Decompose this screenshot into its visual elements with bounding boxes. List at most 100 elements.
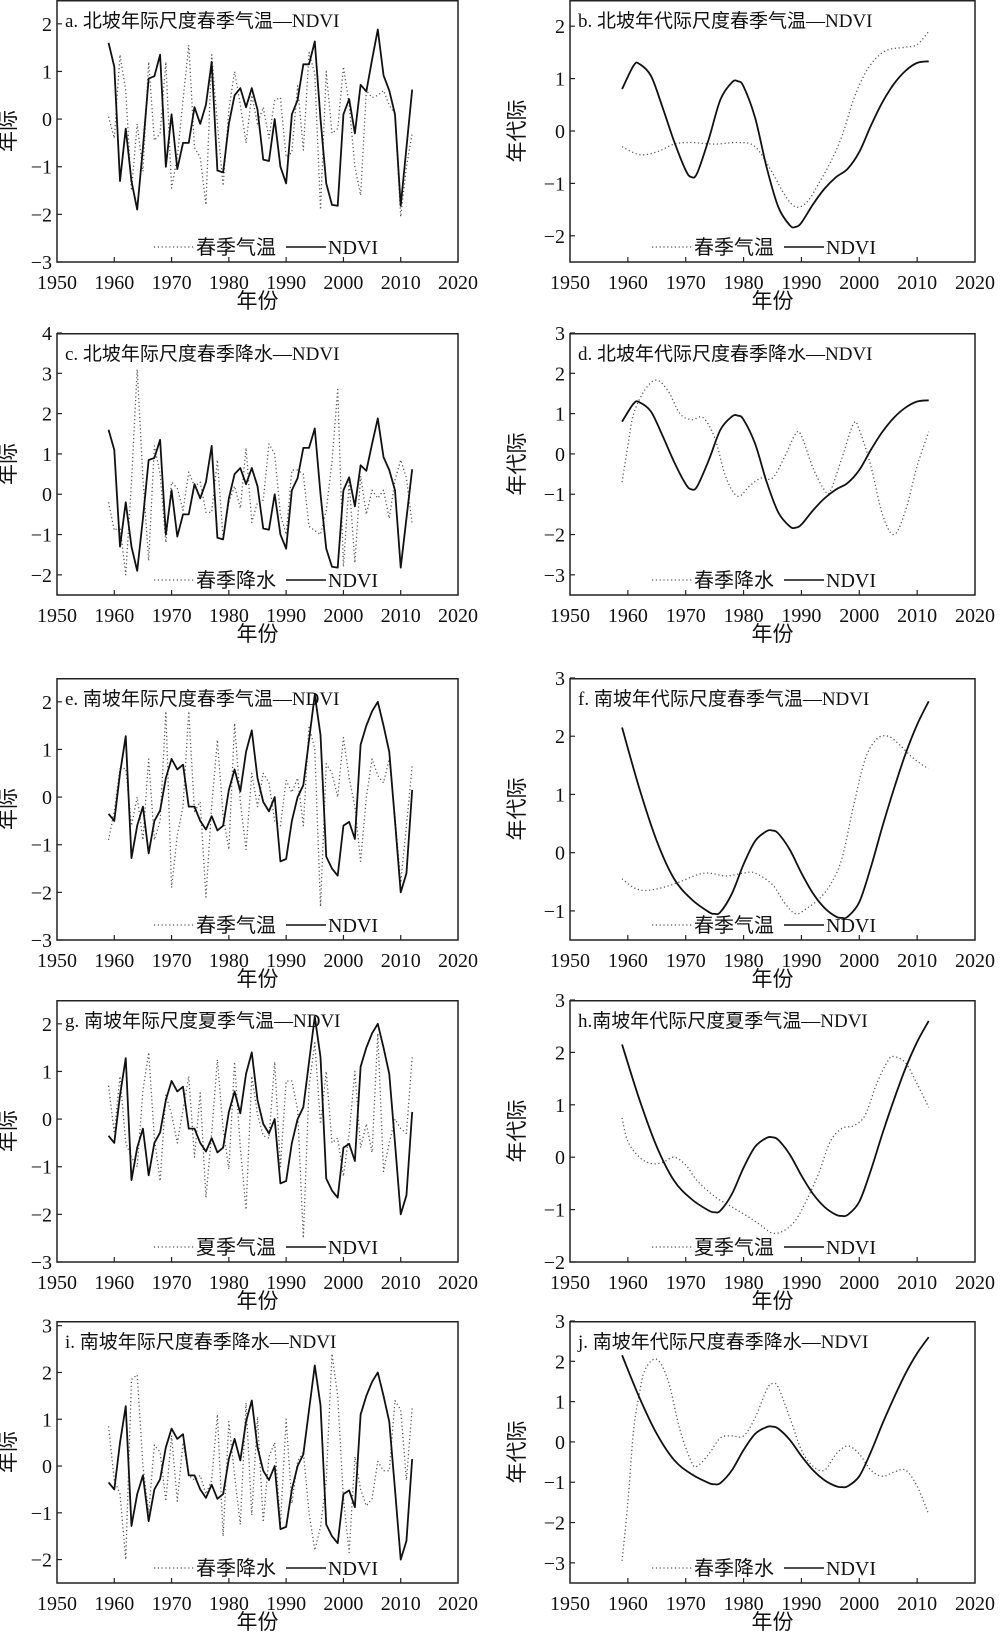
plot-frame <box>56 0 459 263</box>
panel-title: c. 北坡年际尺度春季降水—NDVI <box>65 343 339 365</box>
legend-label: 夏季气温 <box>196 1236 276 1259</box>
legend: 夏季气温 NDVI <box>154 1236 378 1259</box>
x-tick-label: 2000 <box>323 1593 363 1615</box>
series-line-climate <box>107 1032 413 1239</box>
y-tick-label: −2 <box>31 565 52 587</box>
panel-j: −3 −2 −1 0 1 2 3 1950 1960 1970 1980 1990 2000 2010 20… <box>505 1311 995 1634</box>
y-tick-label: −3 <box>31 930 52 952</box>
x-tick-label: 2000 <box>839 1593 879 1615</box>
x-tick-label: 1950 <box>37 950 77 972</box>
legend: 夏季气温 NDVI <box>652 1236 876 1259</box>
y-tick-label: −2 <box>31 882 52 904</box>
y-tick-label: −1 <box>544 484 565 506</box>
x-tick-label: 1980 <box>724 272 764 294</box>
y-tick-label: 1 <box>42 61 52 83</box>
x-tick-label: 2000 <box>323 950 363 972</box>
y-tick-label: −1 <box>31 1503 52 1525</box>
series-line-ndvi <box>107 1364 414 1561</box>
y-axis-label: 年际 <box>0 1431 20 1473</box>
legend-label: NDVI <box>826 570 876 592</box>
series-line-climate <box>621 379 930 536</box>
x-tick-label: 2020 <box>955 1593 995 1615</box>
y-tick-label: 1 <box>42 1409 52 1431</box>
x-tick-label: 1960 <box>94 605 134 627</box>
x-tick-label: 2010 <box>897 950 937 972</box>
series-line-ndvi <box>107 1015 414 1216</box>
x-tick-label: 1990 <box>781 1272 821 1294</box>
x-tick-label: 1980 <box>209 272 249 294</box>
legend-label: 春季降水 <box>694 1557 774 1580</box>
y-tick-label: 2 <box>555 1042 565 1064</box>
legend-label: 春季降水 <box>196 569 276 592</box>
plot-frame <box>56 678 459 941</box>
legend-label: 春季气温 <box>694 236 774 259</box>
y-tick-label: 0 <box>42 109 52 131</box>
x-tick-label: 1970 <box>152 950 192 972</box>
x-tick-label: 1970 <box>666 1593 706 1615</box>
x-tick-label: 1990 <box>266 272 306 294</box>
series-line-climate <box>621 31 930 208</box>
y-tick-label: −1 <box>31 835 52 857</box>
legend-label: 春季气温 <box>196 236 276 259</box>
legend-label: 春季气温 <box>196 914 276 937</box>
plot-frame <box>569 0 976 263</box>
series-line-ndvi <box>621 1020 930 1218</box>
y-tick-label: 3 <box>42 1316 52 1338</box>
y-tick-label: 2 <box>42 1362 52 1384</box>
plot-frame <box>569 1000 976 1263</box>
x-tick-label: 2010 <box>897 605 937 627</box>
y-tick-label: −3 <box>31 1252 52 1274</box>
x-tick-label: 1960 <box>608 1272 648 1294</box>
x-tick-label: 2000 <box>323 605 363 627</box>
x-axis-label: 年份 <box>752 1289 794 1313</box>
panel-title: a. 北坡年际尺度春季气温—NDVI <box>65 10 339 32</box>
x-tick-label: 1960 <box>608 272 648 294</box>
x-tick-label: 1960 <box>94 272 134 294</box>
x-tick-label: 2020 <box>438 272 478 294</box>
y-tick-label: 3 <box>555 990 565 1012</box>
series-line-climate <box>107 710 413 908</box>
y-tick-label: −2 <box>31 1550 52 1572</box>
y-tick-label: −1 <box>544 1472 565 1494</box>
y-tick-label: 0 <box>555 121 565 143</box>
y-axis-label: 年代际 <box>505 1421 529 1484</box>
legend-label: NDVI <box>328 237 378 259</box>
y-tick-label: 2 <box>42 1014 52 1036</box>
x-tick-label: 1950 <box>550 1272 590 1294</box>
plot-frame <box>56 333 459 596</box>
x-tick-label: 1980 <box>724 1593 764 1615</box>
panel-title: h.南坡年代际尺度夏季气温—NDVI <box>578 1010 868 1032</box>
legend-label: NDVI <box>826 1237 876 1259</box>
x-tick-label: 1990 <box>266 1593 306 1615</box>
x-tick-label: 2010 <box>381 272 421 294</box>
y-tick-label: −2 <box>544 1513 565 1535</box>
y-tick-label: 2 <box>555 16 565 38</box>
series-line-climate <box>107 368 413 576</box>
x-tick-label: 2000 <box>839 605 879 627</box>
x-tick-label: 2010 <box>381 1272 421 1294</box>
x-tick-label: 1980 <box>724 950 764 972</box>
y-axis-label: 年代际 <box>505 1100 529 1163</box>
y-tick-label: −3 <box>31 252 52 274</box>
x-tick-label: 2020 <box>438 1272 478 1294</box>
x-tick-label: 1990 <box>781 1593 821 1615</box>
y-tick-label: −2 <box>31 204 52 226</box>
x-axis-label: 年份 <box>237 1289 279 1313</box>
y-tick-label: −1 <box>31 157 52 179</box>
y-axis-label: 年代际 <box>505 433 529 496</box>
x-axis-label: 年份 <box>752 289 794 313</box>
series-line-ndvi <box>621 1336 930 1489</box>
x-tick-label: 1950 <box>37 272 77 294</box>
series-line-ndvi <box>621 700 930 920</box>
y-tick-label: 1 <box>555 1095 565 1117</box>
y-tick-label: 3 <box>42 363 52 385</box>
series-line-ndvi <box>107 28 414 211</box>
x-tick-label: 2000 <box>839 1272 879 1294</box>
x-tick-label: 2010 <box>897 1272 937 1294</box>
legend-label: 春季降水 <box>196 1557 276 1580</box>
legend-label: NDVI <box>328 1237 378 1259</box>
x-tick-label: 2020 <box>955 272 995 294</box>
legend-label: NDVI <box>826 915 876 937</box>
legend-label: 春季降水 <box>694 569 774 592</box>
x-tick-label: 2010 <box>381 1593 421 1615</box>
